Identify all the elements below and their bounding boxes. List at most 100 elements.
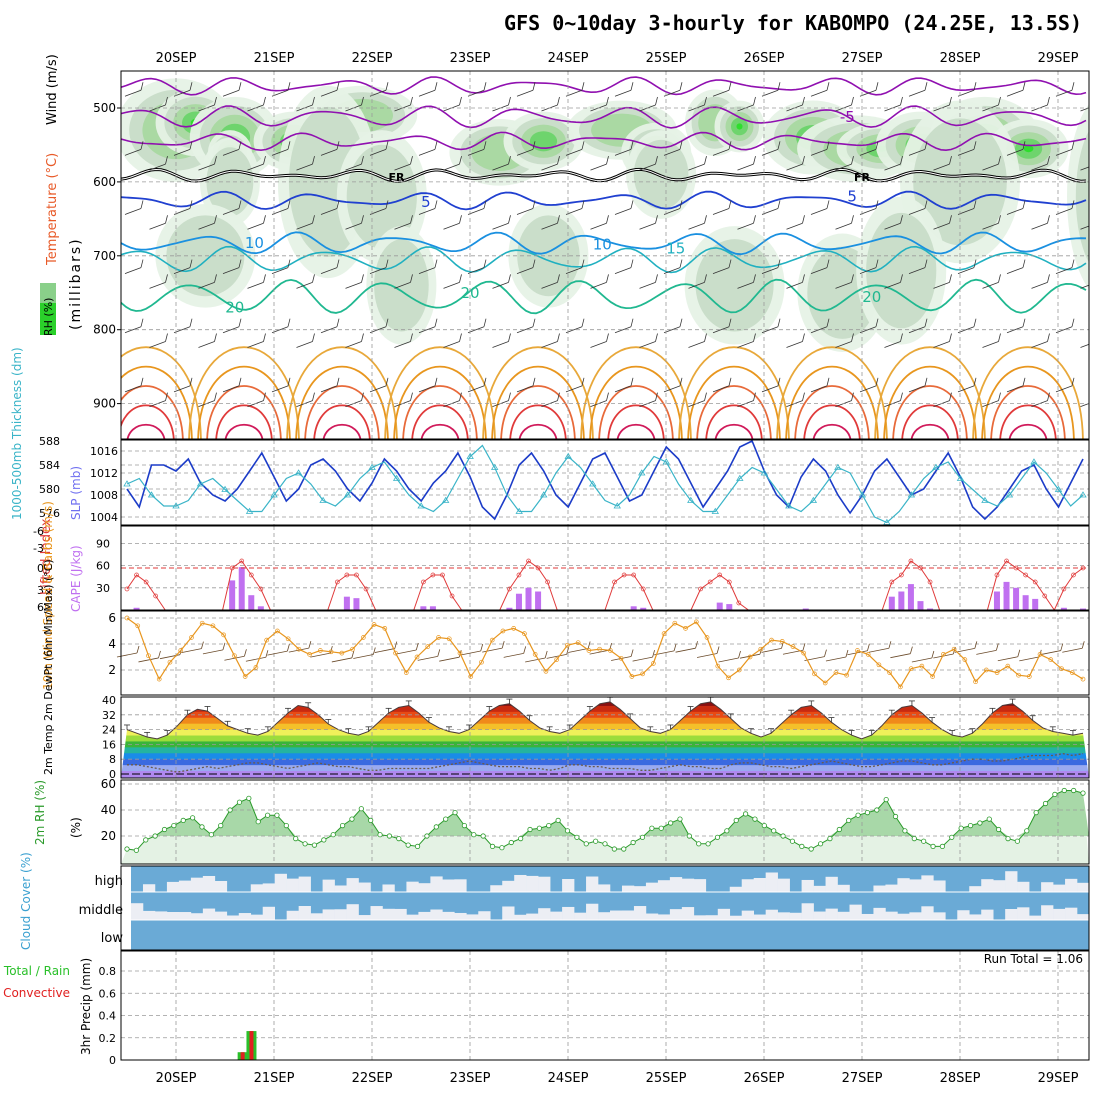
date-label-top: 21SEP — [254, 51, 295, 66]
date-label-top: 29SEP — [1038, 51, 1079, 66]
li-marker — [449, 593, 455, 599]
wind10m-barb-flag — [286, 644, 290, 652]
wind-barb-flag — [949, 333, 952, 342]
wind10m-marker — [436, 635, 441, 640]
slp-tick: 1004 — [90, 511, 118, 524]
slp-label: SLP (mb) — [69, 466, 83, 520]
wind-barb — [1055, 326, 1073, 334]
wind-barb — [467, 208, 485, 215]
wind-barb-flag — [679, 141, 683, 150]
cloud-mid — [729, 915, 743, 920]
li-marker — [1004, 558, 1009, 564]
slp-marker — [932, 463, 940, 470]
isotherm-label: -5 — [840, 108, 855, 126]
cape-bar — [927, 608, 934, 610]
wind-barb-flag — [410, 215, 413, 224]
li-marker — [1023, 572, 1028, 578]
wind10m-marker — [425, 644, 431, 649]
wind-barb-flag — [875, 259, 879, 268]
wind10m-tick: 6 — [108, 611, 116, 625]
wind-barb-flag — [581, 318, 585, 327]
wind-barb — [810, 208, 828, 215]
wind-barb-flag — [949, 156, 952, 165]
wind-barb-flag — [973, 200, 977, 209]
slp-marker — [172, 502, 180, 509]
cloud-mid — [645, 913, 659, 920]
isotherm-label: 5 — [421, 193, 431, 211]
cloud-mid — [933, 912, 946, 920]
wind-barb — [859, 385, 877, 393]
wind-barb-flag — [165, 96, 168, 106]
wind-barb — [198, 163, 215, 171]
wind-barb — [1055, 148, 1073, 156]
wind10m-marker — [629, 674, 635, 679]
cloud-mid — [741, 910, 754, 920]
rh2m-marker — [546, 822, 552, 829]
wind-barb-flag — [312, 215, 315, 224]
cloud-mid — [154, 911, 168, 920]
rh2m-marker — [339, 822, 346, 829]
wind-barb-flag — [1022, 259, 1026, 268]
date-label-top: 23SEP — [450, 51, 491, 66]
wind-barb-flag — [361, 274, 364, 283]
cloud-mid — [861, 913, 874, 920]
wind-barb-flag — [875, 318, 879, 327]
rh2m-marker — [330, 832, 336, 838]
wind10m-barb-flag — [824, 649, 827, 657]
wind-barb-flag — [140, 141, 144, 150]
temperature-tick: 16 — [102, 738, 116, 751]
wind-barb — [124, 267, 142, 274]
wind10m-barb-flag — [308, 640, 312, 649]
rh2m-marker — [696, 841, 702, 847]
wind-barb-flag — [483, 259, 487, 268]
wind-barb-flag — [851, 215, 854, 224]
rh2m-marker — [752, 816, 758, 822]
wind-barb — [859, 148, 877, 156]
cape-bar — [630, 606, 637, 610]
li-marker — [124, 586, 130, 592]
wind-barb — [810, 148, 828, 156]
wind-barb — [810, 89, 828, 97]
boundary-layer-contour — [981, 365, 1075, 439]
wind-barb-flag — [606, 274, 609, 283]
cloud-mid — [957, 910, 970, 920]
wind-barb — [688, 222, 705, 230]
wind10m-barb — [1040, 650, 1061, 655]
boundary-layer-contour — [197, 365, 291, 439]
slp-marker — [540, 491, 548, 498]
wind-barb-flag — [532, 82, 536, 91]
wind-barb — [320, 148, 338, 156]
rh2m-marker — [564, 828, 571, 834]
wind-barb — [345, 281, 362, 289]
wind-barb — [418, 148, 436, 156]
cape-bar — [1022, 595, 1029, 610]
wind-barb — [565, 385, 583, 393]
li-marker — [1032, 579, 1038, 585]
cloud-high — [633, 886, 647, 892]
wind10m-barb — [997, 656, 1018, 662]
slp-tick: 1008 — [90, 489, 118, 502]
thickness-frame — [120, 439, 1090, 526]
li-marker — [421, 579, 426, 585]
wind10m-marker — [264, 637, 269, 643]
boundary-layer-contour — [812, 423, 852, 439]
wind-barb-flag — [508, 215, 511, 224]
wind-barb-flag — [459, 156, 462, 165]
cloud-mid — [406, 914, 419, 920]
thickness-slp-panel: 576 580 584 588 1004 1008 1012 1016 — [39, 435, 1090, 526]
wind-barb — [982, 281, 999, 289]
wind-barb-flag — [238, 141, 242, 150]
wind10m-barb — [761, 648, 782, 653]
wind-barb-flag — [214, 215, 217, 224]
wind10m-marker — [242, 674, 248, 679]
boundary-layer-contour — [304, 385, 380, 439]
rh2m-marker — [1024, 828, 1030, 834]
wind10m-barb — [439, 656, 460, 662]
wind-barb-flag — [704, 392, 707, 401]
rh2m-marker — [780, 833, 786, 839]
date-label-bottom: 22SEP — [352, 1071, 393, 1086]
boundary-layer-contour — [687, 365, 781, 439]
wind10m-marker — [479, 659, 484, 665]
rh2m-marker — [518, 835, 524, 842]
wind10m-barb — [267, 650, 288, 656]
